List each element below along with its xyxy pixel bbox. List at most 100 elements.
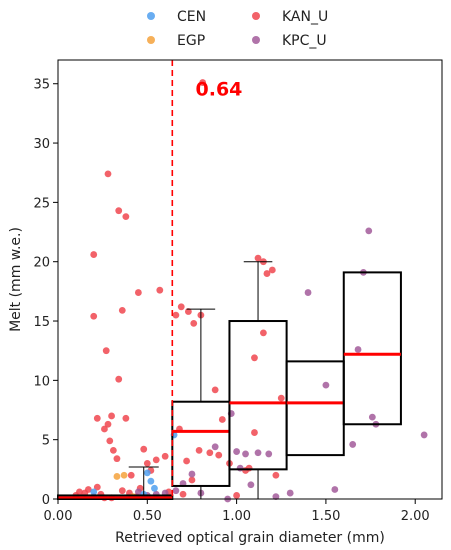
data-point-kan-u xyxy=(90,251,98,258)
data-point-cen xyxy=(90,488,98,496)
data-point-kan-u xyxy=(152,456,160,464)
data-point-kan-u xyxy=(199,79,207,86)
data-point-kan-u xyxy=(109,446,117,454)
x-tick-label: 2.00 xyxy=(401,509,430,524)
threshold-annotation: 0.64 xyxy=(196,79,243,101)
data-point-kan-u xyxy=(118,487,126,495)
data-point-kan-u xyxy=(184,308,192,315)
data-point-egp xyxy=(120,471,128,479)
data-point-kpc-u xyxy=(134,488,142,496)
x-tick-label: 1.00 xyxy=(222,509,251,524)
data-point-kpc-u xyxy=(211,443,219,451)
legend-label-cen: CEN xyxy=(177,9,206,25)
data-point-kan-u xyxy=(93,414,101,422)
data-point-cen xyxy=(147,477,155,485)
data-point-kan-u xyxy=(215,451,223,459)
legend-marker-cen xyxy=(147,12,155,20)
data-point-kan-u xyxy=(93,483,101,491)
data-point-kpc-u xyxy=(233,448,241,455)
y-tick-label: 5 xyxy=(42,434,50,449)
legend-marker-kan-u xyxy=(252,12,260,20)
data-point-egp xyxy=(113,473,121,480)
legend-label-kpc-u: KPC_U xyxy=(282,33,327,49)
data-point-kan-u xyxy=(195,446,203,454)
y-tick-label: 30 xyxy=(33,137,50,152)
y-tick-label: 25 xyxy=(33,196,50,211)
data-point-kan-u xyxy=(102,347,110,355)
data-point-kpc-u xyxy=(365,227,373,235)
data-point-kan-u xyxy=(254,254,262,262)
data-point-kan-u xyxy=(140,445,148,453)
y-tick-label: 15 xyxy=(33,315,50,330)
data-point-kan-u xyxy=(218,416,226,423)
data-point-kpc-u xyxy=(247,481,255,489)
data-point-kpc-u xyxy=(331,486,339,493)
data-point-kan-u xyxy=(76,488,83,496)
data-point-kan-u xyxy=(143,460,151,467)
plot-frame xyxy=(57,59,443,500)
data-point-kan-u xyxy=(179,490,187,498)
legend-marker-egp xyxy=(147,36,155,44)
data-point-kpc-u xyxy=(254,449,262,457)
data-point-kpc-u xyxy=(265,450,273,458)
legend-marker-kpc-u xyxy=(252,36,260,44)
data-point-kan-u xyxy=(211,386,219,394)
data-point-kan-u xyxy=(177,303,185,311)
data-point-kpc-u xyxy=(272,493,280,501)
data-point-kan-u xyxy=(127,471,135,479)
data-point-kan-u xyxy=(122,414,130,422)
data-point-kan-u xyxy=(245,464,253,472)
y-tick-label: 10 xyxy=(33,374,50,389)
data-point-kpc-u xyxy=(286,489,294,497)
data-point-kan-u xyxy=(156,286,164,294)
data-point-kpc-u xyxy=(236,464,244,472)
data-point-kan-u xyxy=(172,311,180,319)
legend: CEN EGP KAN_U KPC_U xyxy=(147,9,328,49)
data-point-kan-u xyxy=(277,394,285,402)
data-point-kan-u xyxy=(118,306,126,314)
plot-content xyxy=(57,60,428,503)
axes: 0.00 0.50 1.00 1.50 2.00 0 5 10 15 20 25 30 35 xyxy=(33,78,429,524)
y-tick-label: 0 xyxy=(42,493,50,508)
x-tick-label: 0.00 xyxy=(44,509,73,524)
legend-label-kan-u: KAN_U xyxy=(282,9,328,25)
data-point-kan-u xyxy=(259,329,267,337)
data-point-kan-u xyxy=(190,320,198,327)
data-point-kpc-u xyxy=(354,346,362,353)
data-point-kpc-u xyxy=(304,289,312,296)
data-point-kpc-u xyxy=(368,413,376,421)
data-point-kpc-u xyxy=(242,450,249,458)
data-point-kan-u xyxy=(272,471,280,479)
y-tick-label: 20 xyxy=(33,256,50,271)
data-point-kan-u xyxy=(183,457,190,465)
data-point-kan-u xyxy=(113,455,121,463)
data-point-kpc-u xyxy=(172,487,180,495)
data-point-kan-u xyxy=(115,375,123,383)
x-tick-label: 1.50 xyxy=(311,509,340,524)
data-point-cen xyxy=(143,469,151,477)
data-point-kpc-u xyxy=(322,381,330,389)
data-point-kan-u xyxy=(161,452,169,460)
data-point-kpc-u xyxy=(188,470,196,478)
data-point-kan-u xyxy=(122,213,130,221)
data-point-kan-u xyxy=(108,412,115,420)
data-point-kan-u xyxy=(106,437,114,445)
data-point-kan-u xyxy=(90,312,98,320)
y-axis-label: Melt (mm w.e.) xyxy=(8,227,24,332)
data-point-kan-u xyxy=(206,449,214,457)
data-point-kpc-u xyxy=(349,441,357,448)
data-point-kpc-u xyxy=(420,431,428,439)
data-point-kan-u xyxy=(263,270,271,277)
data-point-kan-u xyxy=(104,170,112,178)
data-point-kan-u xyxy=(188,476,196,484)
data-point-kan-u xyxy=(251,429,258,436)
x-axis-label: Retrieved optical grain diameter (mm) xyxy=(115,530,385,546)
data-point-kan-u xyxy=(233,492,241,499)
box-5 xyxy=(342,271,402,426)
data-point-kan-u xyxy=(115,207,123,215)
data-point-kan-u xyxy=(101,425,108,433)
data-point-kan-u xyxy=(134,289,142,296)
box-2 xyxy=(171,400,231,487)
data-point-kan-u xyxy=(104,420,112,428)
